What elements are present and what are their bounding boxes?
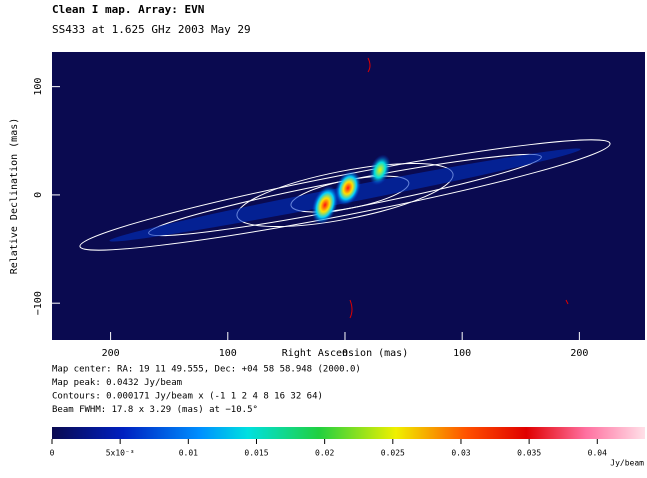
x-tick-label: 0 — [342, 348, 348, 359]
colorbar-tick-label: 0.02 — [315, 449, 334, 458]
x-axis-label: Right Ascension (mas) — [282, 348, 408, 359]
x-tick-label: 200 — [102, 348, 120, 359]
colorbar-tick-label: 0.015 — [244, 449, 268, 458]
subtitle: SS433 at 1.625 GHz 2003 May 29 — [52, 23, 251, 36]
title: Clean I map. Array: EVN — [52, 3, 204, 16]
colorbar-label: Jy/beam — [610, 459, 644, 468]
colorbar-tick-label: 0.025 — [381, 449, 405, 458]
x-tick-label: 100 — [219, 348, 237, 359]
map-note: Map center: RA: 19 11 49.555, Dec: +04 5… — [52, 365, 361, 375]
colorbar-tick-label: 0.03 — [451, 449, 470, 458]
colorbar-tick-label: 0.035 — [517, 449, 541, 458]
y-tick-label: 0 — [33, 192, 44, 198]
map-note: Contours: 0.000171 Jy/beam x (-1 1 2 4 8… — [52, 392, 323, 402]
colorbar-tick-label: 0 — [50, 449, 55, 458]
colorbar-tick-label: 5x10⁻³ — [106, 449, 135, 458]
y-tick-label: −100 — [33, 291, 44, 315]
y-axis-label: Relative Declination (mas) — [9, 118, 20, 275]
x-tick-label: 200 — [570, 348, 588, 359]
map-note: Map peak: 0.0432 Jy/beam — [52, 378, 182, 388]
map-note: Beam FWHM: 17.8 x 3.29 (mas) at −10.5° — [52, 405, 258, 415]
y-tick-label: 100 — [33, 78, 44, 96]
jet-emission — [79, 57, 611, 319]
colorbar — [52, 427, 645, 439]
x-tick-label: 100 — [453, 348, 471, 359]
colorbar-tick-label: 0.04 — [588, 449, 607, 458]
colorbar-tick-label: 0.01 — [179, 449, 198, 458]
